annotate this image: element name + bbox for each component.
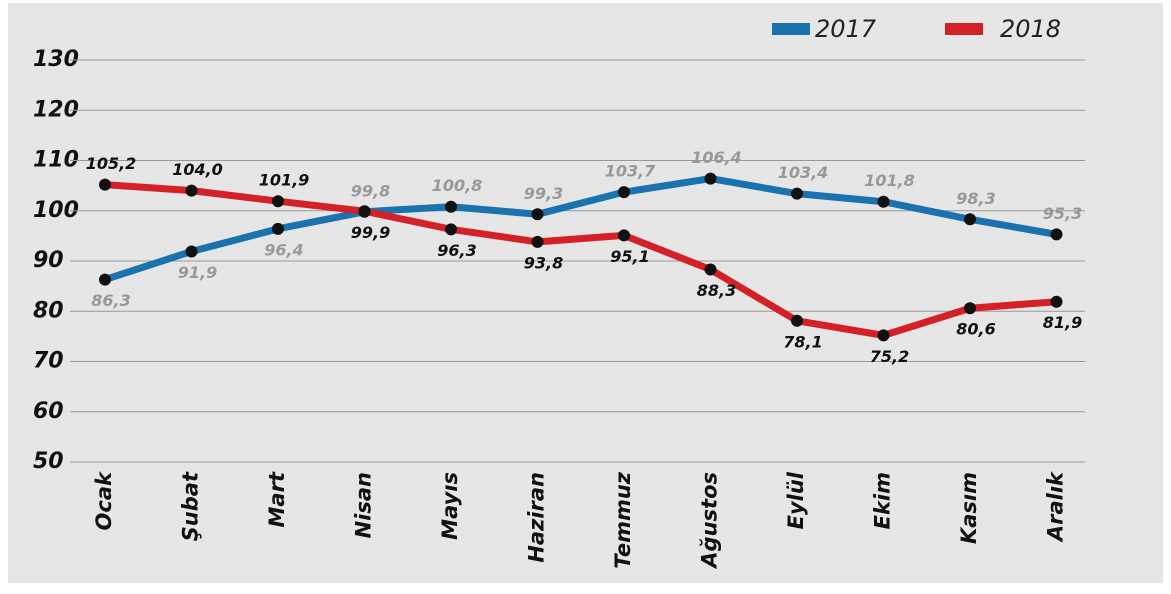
- point: [877, 329, 890, 342]
- value-label: 106,4: [691, 148, 742, 167]
- x-tick-label: Eylül: [784, 471, 808, 529]
- x-tick-label: Ocak: [92, 470, 116, 530]
- value-label: 99,3: [524, 184, 563, 203]
- value-label: 95,3: [1043, 204, 1082, 223]
- legend-swatch: [772, 23, 810, 35]
- value-label: 104,0: [172, 160, 223, 179]
- point: [791, 314, 803, 327]
- point: [877, 195, 890, 208]
- value-label: 91,9: [178, 263, 217, 282]
- value-label: 103,4: [778, 163, 829, 182]
- x-tick-label: Ağustos: [698, 472, 722, 570]
- value-label: 101,9: [259, 171, 310, 190]
- x-tick-label: Kasım: [957, 472, 981, 544]
- point: [964, 302, 976, 315]
- series-line: [104, 181, 1057, 339]
- value-label: 99,9: [351, 223, 390, 242]
- x-tick-label: Şubat: [179, 471, 203, 541]
- point: [272, 195, 284, 208]
- y-tick-label: 90: [33, 248, 64, 273]
- point: [704, 172, 717, 185]
- value-label: 99,8: [351, 181, 390, 200]
- point: [791, 187, 803, 200]
- x-tick-label: Mart: [265, 471, 289, 527]
- y-tick-label: 50: [33, 449, 64, 474]
- value-label: 96,4: [264, 240, 303, 259]
- legend-swatch: [945, 23, 983, 35]
- value-label: 88,3: [697, 281, 736, 300]
- value-label: 75,2: [870, 347, 909, 366]
- panel: [8, 3, 1163, 583]
- x-tick-label: Nisan: [352, 472, 376, 538]
- value-label: 78,1: [783, 332, 822, 351]
- point: [618, 186, 630, 199]
- value-label: 96,3: [437, 241, 476, 260]
- point: [99, 178, 111, 191]
- value-label: 86,3: [91, 291, 130, 310]
- point: [1050, 295, 1063, 308]
- point: [618, 229, 630, 242]
- point: [964, 213, 976, 226]
- x-tick-label: Ekim: [871, 472, 895, 529]
- point: [531, 235, 544, 248]
- value-label: 93,8: [524, 253, 563, 272]
- x-tick-label: Temmuz: [611, 471, 635, 569]
- point: [272, 222, 284, 235]
- legend-label: 2018: [1000, 15, 1061, 43]
- y-tick-label: 60: [33, 399, 64, 424]
- value-label: 101,8: [864, 171, 915, 190]
- point: [704, 263, 717, 276]
- value-label: 100,8: [432, 176, 483, 195]
- point: [185, 245, 198, 258]
- value-label: 98,3: [956, 189, 995, 208]
- value-label: 103,7: [605, 162, 656, 181]
- x-tick-label: Aralık: [1044, 470, 1068, 543]
- x-tick-label: Haziran: [525, 472, 549, 563]
- point: [1050, 228, 1063, 241]
- legend-label: 2017: [815, 15, 877, 43]
- x-tick-label: Mayıs: [438, 472, 462, 540]
- value-label: 81,9: [1043, 313, 1082, 332]
- point: [185, 184, 198, 197]
- value-label: 80,6: [956, 320, 995, 339]
- value-label: 95,1: [610, 247, 649, 266]
- point: [445, 200, 457, 213]
- y-tick-label: 80: [33, 298, 64, 323]
- point: [445, 223, 457, 236]
- y-tick-label: 70: [33, 349, 64, 374]
- point: [99, 273, 111, 286]
- point: [358, 205, 371, 218]
- point: [531, 208, 544, 221]
- series-line: [103, 175, 1058, 283]
- value-label: 105,2: [86, 154, 137, 173]
